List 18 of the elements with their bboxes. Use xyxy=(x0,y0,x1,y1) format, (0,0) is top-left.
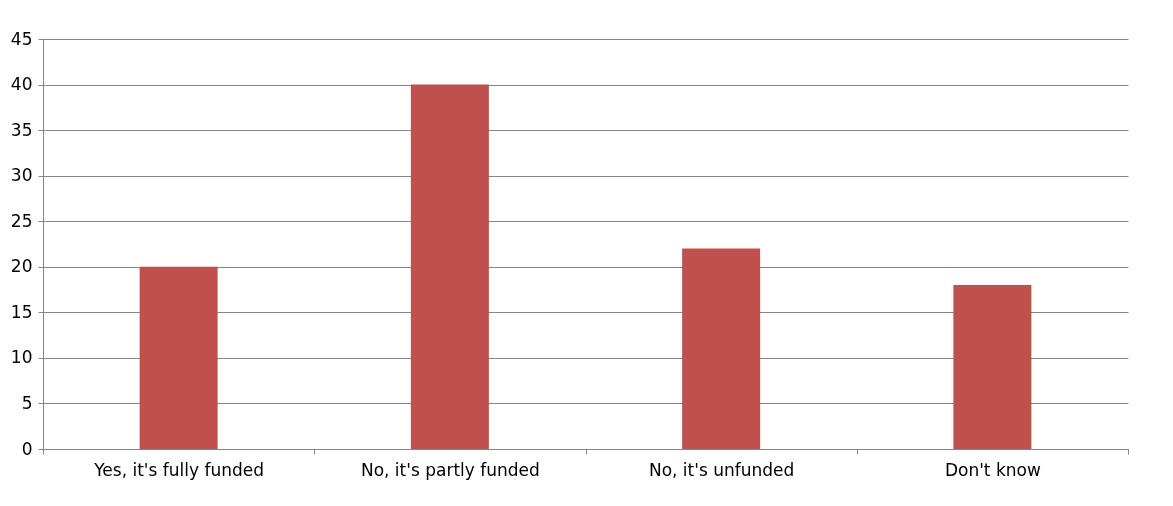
bar xyxy=(682,248,761,449)
x-tick-label: Yes, it's fully funded xyxy=(93,459,265,480)
y-tick-label: 5 xyxy=(21,392,33,413)
y-tick-label: 30 xyxy=(10,165,33,186)
x-tick-label: No, it's partly funded xyxy=(360,459,540,480)
y-tick-label: 40 xyxy=(10,74,33,95)
y-tick-label: 45 xyxy=(10,28,33,49)
y-tick-label: 35 xyxy=(10,119,33,140)
y-tick-label: 25 xyxy=(10,210,33,231)
bar xyxy=(410,84,489,449)
y-tick-label: 10 xyxy=(10,347,33,368)
x-tick-label: No, it's unfunded xyxy=(648,459,795,480)
y-tick-label: 20 xyxy=(10,256,33,277)
bar xyxy=(953,285,1032,449)
x-tick-label: Don't know xyxy=(944,459,1041,480)
bar xyxy=(139,266,218,449)
y-tick-label: 0 xyxy=(21,438,33,459)
y-tick-label: 15 xyxy=(10,301,33,322)
